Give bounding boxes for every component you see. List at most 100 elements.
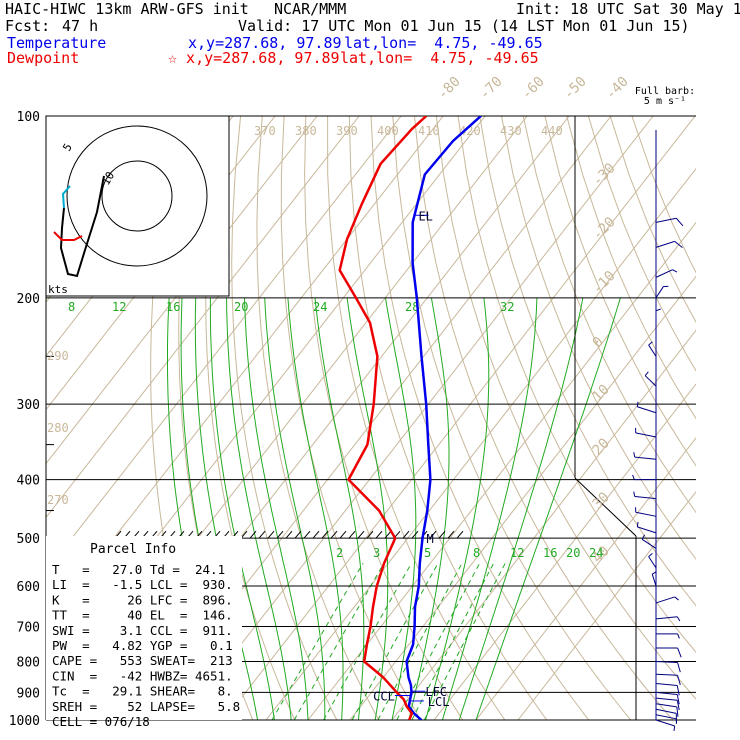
annotation-label: LFC: [425, 685, 447, 699]
pressure-label: 100: [17, 110, 40, 125]
mixing-ratio-label: 12: [112, 300, 126, 314]
wind-barb-flag: [676, 694, 680, 705]
wind-barb-flag: [655, 308, 661, 312]
wind-barb-flag: [673, 725, 676, 732]
isotherm-line: [433, 383, 696, 720]
parcel-info-panel: Parcel Info T = 27.0 Td = 24.1LI = -1.5 L…: [46, 536, 242, 729]
isotherm-label: -10: [590, 268, 619, 297]
hatch-mark: [411, 530, 419, 539]
hatch-mark: [312, 530, 320, 539]
hatch-mark: [429, 530, 437, 539]
mixing-ratio-line: [377, 562, 463, 720]
hatch-mark: [249, 530, 257, 539]
wind-barb: [648, 556, 657, 569]
right-axis-break: [574, 477, 637, 537]
hodograph-ring: [101, 160, 173, 232]
hatch-mark: [384, 530, 392, 539]
isotherm-label: -80: [435, 74, 464, 103]
mixing-ratio-label: 20: [566, 546, 580, 560]
hatch-mark: [456, 530, 464, 539]
model-title: HAIC-HIWC 13km ARW-GFS init: [5, 0, 249, 18]
wind-barb: [655, 703, 677, 708]
dry-adiabat: [631, 116, 696, 274]
hatch-mark: [267, 530, 275, 539]
hatch-mark: [438, 530, 446, 539]
dry-adiabat: [522, 116, 696, 514]
isotherm-line: [46, 116, 402, 573]
hatch-mark: [357, 530, 365, 539]
hatch-mark: [375, 530, 383, 539]
moist-adiabat: [458, 297, 584, 720]
hatch-mark: [258, 530, 266, 539]
wind-barb: [635, 432, 657, 438]
parcel-row: SREH = 52 LAPSE= 5.8: [52, 699, 240, 714]
mixing-ratio-line: [423, 562, 506, 720]
dry-adiabat: [609, 116, 696, 324]
wind-barb: [634, 456, 657, 460]
mixing-ratio-label: 16: [166, 300, 180, 314]
sounding-series: [338, 116, 482, 720]
mixing-ratio-label: 24: [589, 546, 603, 560]
dry-adiabat: [435, 116, 696, 700]
dewpoint-latlon: lat,lon= 4.75, -49.65: [340, 49, 539, 67]
hatch-mark: [339, 530, 347, 539]
wind-barb-flag: [674, 596, 679, 601]
wind-barb-flag: [672, 269, 678, 273]
pressure-label: 500: [17, 532, 40, 547]
parcel-row: LI = -1.5 LCL = 930.: [52, 577, 233, 592]
isotherm-line: [475, 437, 696, 720]
parcel-row: SWI = 3.1 CCL = 911.: [52, 623, 233, 638]
hodograph-trace-upper: [61, 185, 71, 209]
dry-adiabat: [457, 116, 696, 654]
wind-barb: [655, 596, 675, 604]
barb-header: Full barb:: [635, 86, 695, 97]
wind-barb: [655, 240, 675, 248]
mixing-ratio-label: 24: [313, 300, 327, 314]
theta-label: 290: [47, 349, 69, 363]
theta-label: 270: [47, 493, 69, 507]
hatch-mark: [285, 530, 293, 539]
wind-barb: [634, 496, 657, 500]
hatch-mark: [447, 530, 455, 539]
barb-header-units: 5 m s⁻¹: [644, 96, 686, 107]
init-time: Init: 18 UTC Sat 30 May 15: [516, 0, 740, 18]
annotation-label: EL: [418, 209, 432, 223]
parcel-row: CELL = 076/18: [52, 714, 150, 729]
wind-barb: [651, 574, 657, 587]
wind-barb: [644, 375, 657, 387]
wind-barb: [637, 406, 657, 414]
wind-barb-flag: [648, 552, 653, 558]
wind-barb: [655, 682, 678, 687]
temperature-trace: [405, 116, 482, 720]
hatch-mark: [348, 530, 356, 539]
theta-label: 430: [500, 124, 522, 138]
dry-adiabat: [280, 116, 422, 720]
isotherm-label: 10: [590, 382, 613, 405]
hodograph-ring: [66, 125, 208, 267]
mixing-ratio-label: 12: [510, 546, 524, 560]
mixing-ratio-line: [293, 562, 385, 720]
parcel-row: PW = 4.82 YGP = 0.1: [52, 638, 233, 653]
wind-barb-flag: [644, 371, 649, 377]
pressure-label: 900: [17, 686, 40, 701]
wind-barb-flag: [651, 571, 657, 575]
dry-adiabat: [327, 116, 506, 720]
pressure-label: 300: [17, 398, 40, 413]
hatch-mark: [366, 530, 374, 539]
hodograph-ring-label: 10: [99, 170, 117, 188]
isotherm-label: -70: [477, 74, 506, 103]
wind-barb-flag: [677, 633, 680, 639]
dry-adiabat: [587, 116, 696, 372]
wind-barb-flag: [633, 452, 636, 458]
parcel-panel-bg: [46, 536, 242, 720]
dry-adiabat: [414, 116, 674, 720]
fcst-value: 47 h: [62, 17, 99, 35]
mixing-ratio-label: 8: [68, 300, 75, 314]
wind-barb: [655, 691, 678, 695]
parcel-row: CAPE = 553 SWEAT= 213: [52, 653, 233, 668]
parcel-row: Tc = 29.1 SHEAR= 8.: [52, 684, 233, 699]
hatch-mark: [303, 530, 311, 539]
